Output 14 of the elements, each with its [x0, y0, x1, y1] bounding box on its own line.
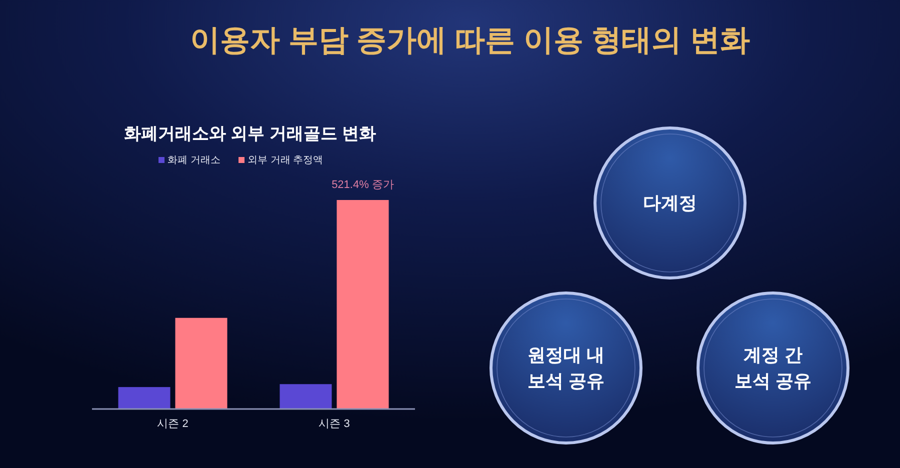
bar: [336, 200, 389, 409]
bar: [175, 318, 228, 409]
chart-title: 이용자 부담 증가에 따른 이용 형태의 변화: [190, 24, 750, 57]
bar: [280, 384, 332, 409]
x-tick-label: 시즌 2: [157, 418, 188, 430]
x-tick-label: 시즌 3: [318, 418, 350, 430]
annotation: 521.4% 증가: [332, 179, 394, 191]
legend-label: 외부 거래 추정액: [248, 155, 324, 166]
legend-label: 화폐 거래소: [168, 155, 220, 166]
text: 다계정: [643, 193, 697, 213]
text: 계정 간 보석 공유: [734, 344, 812, 392]
text: 원정대 내 보석 공유: [527, 344, 605, 392]
chart-subtitle: 화폐거래소와 외부 거래골드 변화: [124, 124, 376, 143]
bar: [118, 387, 170, 409]
